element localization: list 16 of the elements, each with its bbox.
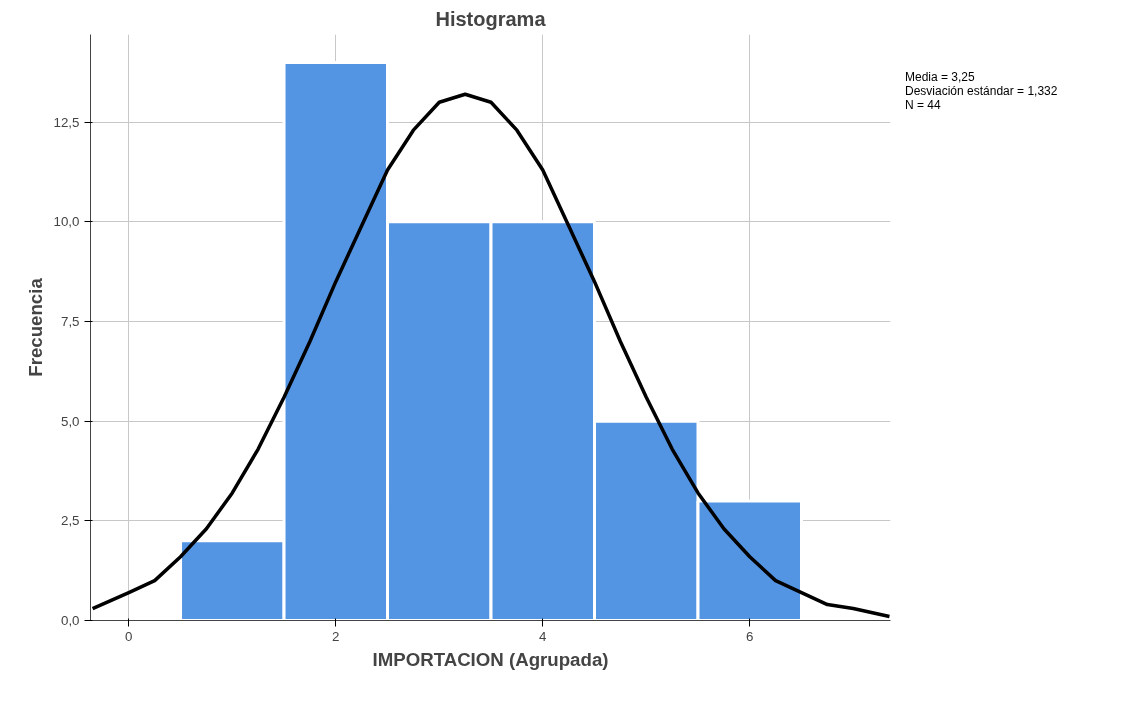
y-tick-label: 5,0	[60, 413, 80, 429]
chart-title: Histograma	[435, 7, 547, 30]
y-tick-label: 0,0	[60, 613, 80, 628]
x-tick-label: 2	[332, 628, 340, 644]
x-tick-label: 6	[746, 628, 754, 644]
y-tick-label: 2,5	[60, 513, 80, 529]
text: N = 44	[905, 98, 941, 112]
x-axis-title: IMPORTACION (Agrupada)	[372, 648, 609, 670]
y-axis-title: Frecuencia	[24, 277, 46, 377]
text: Media = 3,25	[905, 70, 975, 84]
x-tick-label: 4	[539, 628, 548, 644]
y-tick-label: 7,5	[60, 314, 80, 330]
y-tick-label: 12,5	[53, 114, 80, 130]
y-tick-label: 10,0	[53, 214, 80, 230]
text: Desviación estándar = 1,332	[905, 84, 1058, 98]
x-tick-label: 0	[125, 628, 133, 644]
